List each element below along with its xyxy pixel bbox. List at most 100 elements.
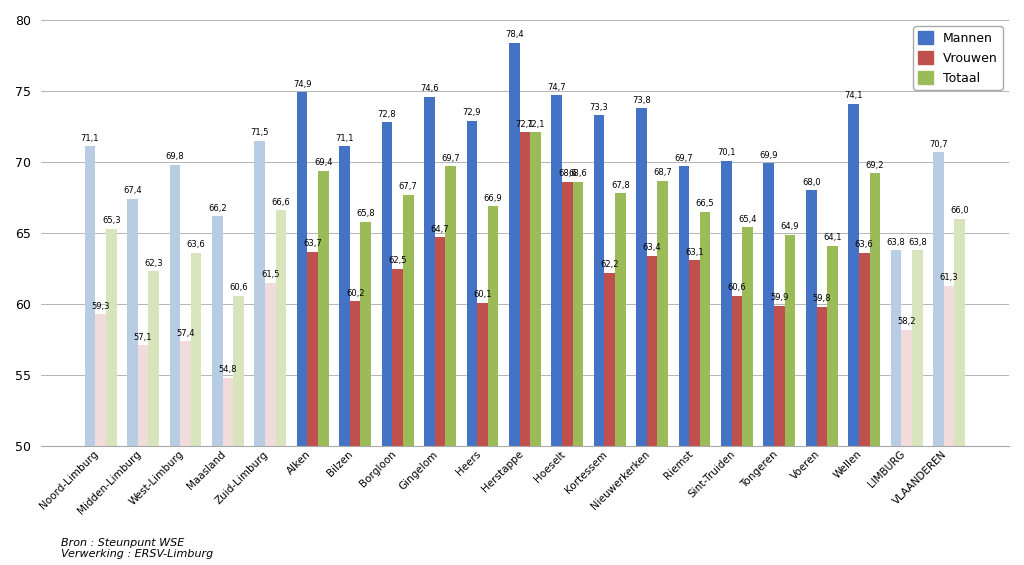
Bar	[138, 345, 148, 446]
Text: 61,5: 61,5	[261, 270, 280, 279]
Text: 62,2: 62,2	[600, 260, 618, 270]
Bar	[604, 273, 615, 446]
Text: 67,7: 67,7	[398, 182, 418, 191]
Text: 57,1: 57,1	[134, 333, 153, 342]
Bar	[445, 166, 456, 446]
Bar	[742, 228, 753, 446]
Text: 69,7: 69,7	[675, 154, 693, 163]
Bar	[954, 219, 965, 446]
Bar	[859, 253, 869, 446]
Text: 59,8: 59,8	[813, 294, 831, 303]
Text: 69,2: 69,2	[865, 161, 884, 170]
Bar	[392, 268, 402, 446]
Text: 66,2: 66,2	[208, 203, 226, 212]
Bar	[912, 250, 923, 446]
Text: 58,2: 58,2	[897, 317, 915, 326]
Bar	[95, 314, 105, 446]
Text: 54,8: 54,8	[219, 366, 238, 375]
Text: 66,9: 66,9	[483, 194, 503, 203]
Bar	[170, 165, 180, 446]
Bar	[190, 253, 202, 446]
Bar	[424, 97, 435, 446]
Bar	[148, 271, 159, 446]
Bar	[318, 171, 329, 446]
Text: 78,4: 78,4	[505, 30, 523, 39]
Bar	[657, 181, 668, 446]
Text: 70,1: 70,1	[717, 148, 735, 157]
Bar	[764, 163, 774, 446]
Bar	[827, 246, 838, 446]
Text: 68,6: 68,6	[558, 170, 577, 179]
Text: 63,1: 63,1	[685, 247, 703, 257]
Bar	[85, 146, 95, 446]
Bar	[869, 173, 881, 446]
Text: 71,1: 71,1	[81, 134, 99, 143]
Bar	[360, 221, 371, 446]
Bar	[509, 43, 519, 446]
Text: 66,6: 66,6	[271, 198, 291, 207]
Text: 67,4: 67,4	[123, 186, 141, 195]
Text: 59,3: 59,3	[91, 302, 110, 311]
Text: 68,0: 68,0	[802, 178, 820, 187]
Text: 63,6: 63,6	[855, 241, 873, 250]
Bar	[265, 283, 275, 446]
Text: 65,3: 65,3	[102, 216, 121, 225]
Bar	[275, 210, 287, 446]
Bar	[816, 307, 827, 446]
Bar	[127, 199, 138, 446]
Text: 69,9: 69,9	[760, 151, 778, 160]
Bar	[901, 330, 912, 446]
Text: 63,8: 63,8	[908, 238, 927, 246]
Bar	[594, 115, 604, 446]
Bar	[297, 93, 307, 446]
Text: 60,6: 60,6	[728, 283, 746, 292]
Bar	[699, 212, 711, 446]
Bar	[402, 195, 414, 446]
Bar	[519, 132, 530, 446]
Bar	[254, 141, 265, 446]
Text: 64,1: 64,1	[823, 233, 842, 242]
Bar	[806, 190, 816, 446]
Bar	[530, 132, 541, 446]
Text: 64,9: 64,9	[780, 222, 800, 231]
Text: 66,0: 66,0	[950, 206, 969, 215]
Text: 71,1: 71,1	[335, 134, 354, 143]
Bar	[477, 303, 487, 446]
Bar	[615, 193, 626, 446]
Bar	[679, 166, 689, 446]
Text: 74,6: 74,6	[420, 84, 438, 93]
Bar	[212, 216, 222, 446]
Bar	[891, 250, 901, 446]
Text: 71,5: 71,5	[251, 128, 269, 137]
Text: 69,8: 69,8	[166, 153, 184, 162]
Text: 60,6: 60,6	[229, 283, 248, 292]
Text: 66,5: 66,5	[696, 199, 715, 208]
Bar	[933, 152, 944, 446]
Text: 69,4: 69,4	[314, 158, 333, 167]
Text: 61,3: 61,3	[940, 273, 958, 282]
Bar	[636, 108, 647, 446]
Text: 62,5: 62,5	[388, 256, 407, 265]
Text: 57,4: 57,4	[176, 328, 195, 337]
Text: 65,8: 65,8	[356, 209, 375, 218]
Bar	[487, 206, 499, 446]
Text: 62,3: 62,3	[144, 259, 163, 268]
Bar	[848, 104, 859, 446]
Bar	[382, 122, 392, 446]
Text: Bron : Steunpunt WSE
Verwerking : ERSV-Limburg: Bron : Steunpunt WSE Verwerking : ERSV-L…	[61, 538, 214, 559]
Text: 63,7: 63,7	[303, 239, 323, 248]
Bar	[222, 378, 233, 446]
Bar	[562, 182, 572, 446]
Text: 67,8: 67,8	[611, 181, 630, 190]
Text: 68,6: 68,6	[568, 170, 587, 179]
Text: 63,8: 63,8	[887, 238, 905, 246]
Text: 74,1: 74,1	[845, 92, 863, 100]
Bar	[774, 306, 784, 446]
Text: 64,7: 64,7	[431, 225, 450, 234]
Legend: Mannen, Vrouwen, Totaal: Mannen, Vrouwen, Totaal	[913, 26, 1002, 90]
Bar	[435, 237, 445, 446]
Text: 70,7: 70,7	[929, 140, 948, 149]
Bar	[647, 256, 657, 446]
Text: 69,7: 69,7	[441, 154, 460, 163]
Text: 63,4: 63,4	[643, 244, 662, 253]
